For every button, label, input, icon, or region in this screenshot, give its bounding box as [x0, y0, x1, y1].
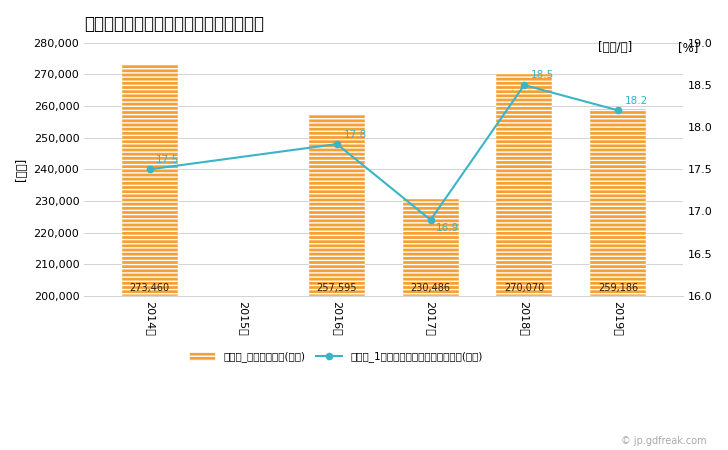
Text: 270,070: 270,070	[504, 283, 545, 293]
Bar	[590, 109, 646, 296]
Text: 273,460: 273,460	[130, 283, 170, 293]
Bar	[309, 114, 365, 296]
Bar	[496, 74, 553, 296]
Text: 17.5: 17.5	[157, 155, 180, 166]
Bar	[122, 63, 178, 296]
Bar	[496, 74, 553, 296]
Bar	[403, 199, 459, 296]
Text: 230,486: 230,486	[411, 283, 451, 293]
Bar	[122, 63, 178, 296]
Text: 18.2: 18.2	[625, 96, 648, 106]
Text: [万円/㎡]: [万円/㎡]	[598, 41, 633, 54]
Text: 257,595: 257,595	[317, 283, 357, 293]
Text: 17.8: 17.8	[344, 130, 367, 140]
Y-axis label: [万円]: [万円]	[15, 158, 28, 181]
Bar	[403, 199, 459, 296]
Bar	[590, 109, 646, 296]
Legend: 住宅用_工事費予定額(左軸), 住宅用_1平米当たり平均工事費予定額(右軸): 住宅用_工事費予定額(左軸), 住宅用_1平米当たり平均工事費予定額(右軸)	[185, 347, 487, 366]
Bar	[309, 114, 365, 296]
Text: © jp.gdfreak.com: © jp.gdfreak.com	[620, 436, 706, 446]
Text: [%]: [%]	[678, 41, 698, 54]
Text: 16.9: 16.9	[436, 223, 459, 233]
Text: 住宅用建築物の工事費予定額合計の推移: 住宅用建築物の工事費予定額合計の推移	[84, 15, 264, 33]
Text: 259,186: 259,186	[598, 283, 638, 293]
Text: 18.5: 18.5	[531, 70, 554, 80]
